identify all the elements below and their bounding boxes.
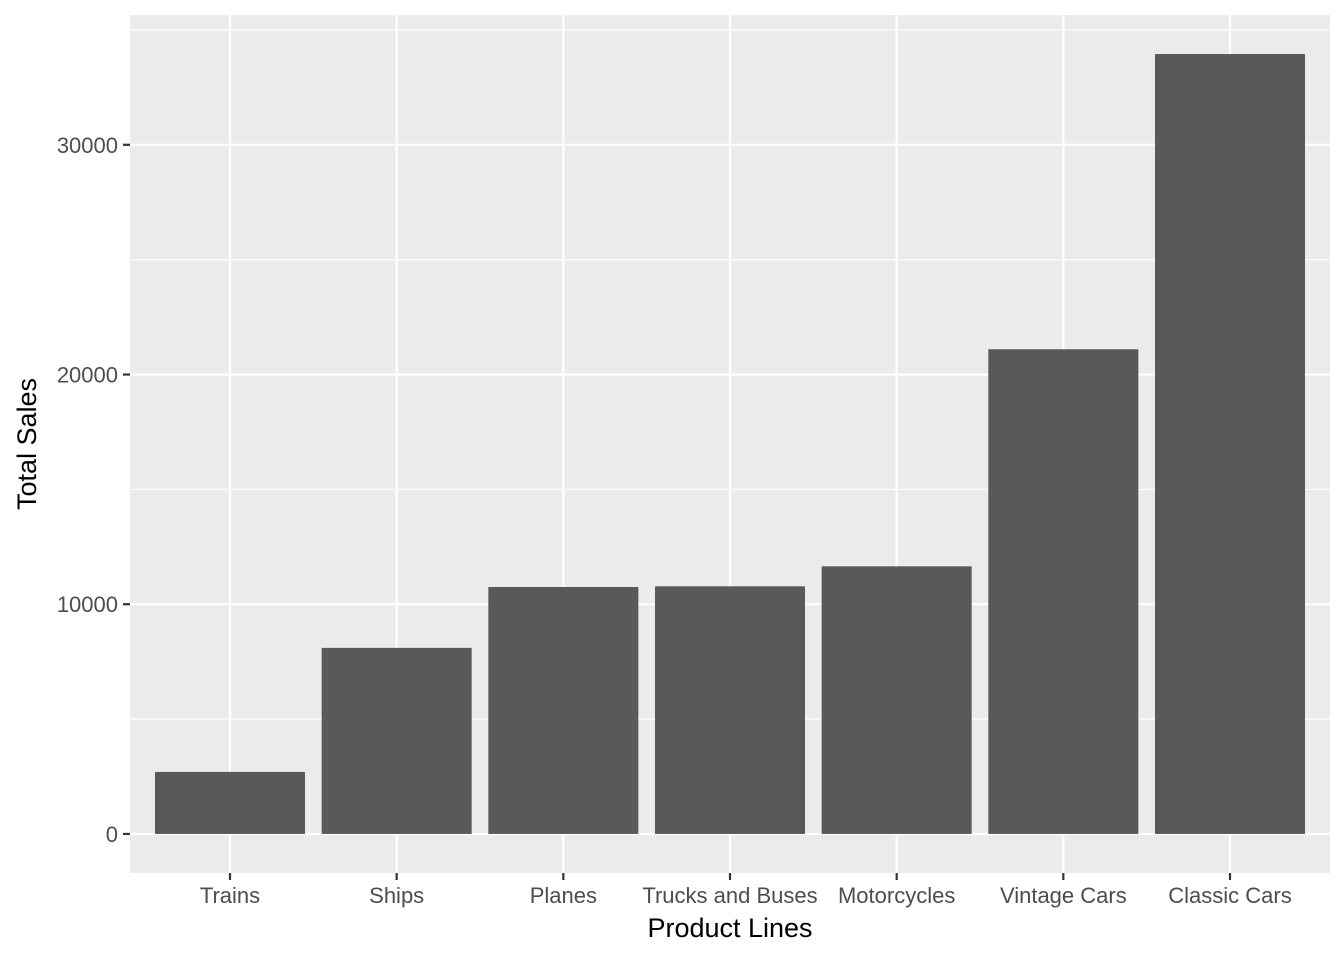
y-axis: 0 10000 20000 30000 — [57, 133, 130, 847]
x-tick-label: Planes — [530, 883, 597, 908]
bar-trucks-and-buses — [655, 586, 805, 834]
x-tick-label: Vintage Cars — [1000, 883, 1127, 908]
x-tick-label: Classic Cars — [1168, 883, 1291, 908]
x-axis-title: Product Lines — [647, 913, 812, 943]
x-axis: Trains Ships Planes Trucks and Buses Motorcy… — [200, 873, 1292, 908]
y-tick-label: 10000 — [57, 592, 118, 617]
bar-vintage-cars — [988, 349, 1139, 834]
x-tick-label: Trucks and Buses — [642, 883, 817, 908]
bar-classic-cars — [1155, 54, 1305, 834]
bar-trains — [155, 771, 305, 834]
y-tick-label: 0 — [106, 822, 118, 847]
y-tick-label: 30000 — [57, 133, 118, 158]
x-tick-label: Trains — [200, 883, 260, 908]
bar-planes — [488, 587, 639, 834]
bar-motorcycles — [821, 566, 972, 834]
y-tick-label: 20000 — [57, 363, 118, 388]
y-axis-title: Total Sales — [12, 378, 42, 510]
bar-ships — [321, 647, 472, 834]
x-tick-label: Ships — [369, 883, 424, 908]
x-tick-label: Motorcycles — [838, 883, 955, 908]
bars — [155, 54, 1305, 834]
